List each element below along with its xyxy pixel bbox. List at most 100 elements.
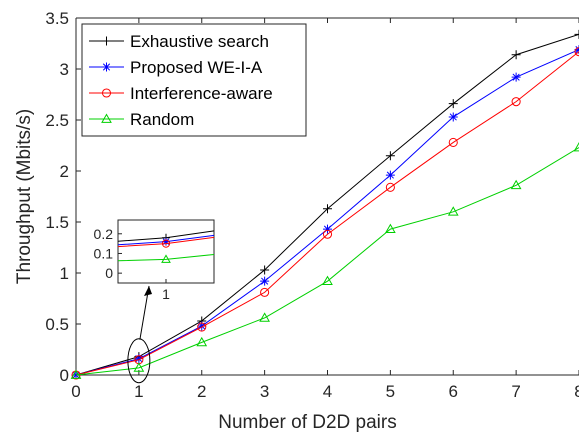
legend-label: Random bbox=[130, 110, 194, 129]
data-point bbox=[511, 72, 521, 82]
y-tick-label: 2 bbox=[60, 162, 69, 181]
data-point bbox=[574, 29, 579, 39]
data-point bbox=[260, 287, 270, 297]
marker-asterisk bbox=[162, 237, 170, 246]
inset-zoom: 0 0.1 0.2 1 bbox=[94, 219, 215, 302]
plot-area: 0 1 2 3 4 5 6 7 8 0 0.5 1 1.5 2 2.5 3 3.5 bbox=[45, 9, 579, 401]
marker-triangle bbox=[161, 254, 171, 263]
data-point bbox=[196, 336, 208, 347]
data-point bbox=[101, 88, 112, 98]
data-point bbox=[448, 112, 458, 122]
x-tick-label: 7 bbox=[511, 382, 520, 401]
marker-triangle bbox=[133, 362, 145, 372]
marker-triangle bbox=[510, 179, 522, 190]
data-point bbox=[197, 321, 207, 331]
inset-series-line bbox=[117, 236, 215, 248]
x-tick-label: 1 bbox=[134, 382, 143, 401]
data-point bbox=[102, 62, 111, 72]
y-tick-label: 3.5 bbox=[45, 9, 69, 28]
x-tick-label: 3 bbox=[260, 382, 269, 401]
inset-series bbox=[117, 236, 215, 248]
series-line bbox=[75, 51, 579, 376]
data-point bbox=[511, 50, 521, 60]
marker-circle bbox=[260, 287, 270, 297]
data-point bbox=[323, 224, 332, 234]
marker-asterisk bbox=[134, 354, 144, 364]
legend-entry: Exhaustive search bbox=[89, 32, 269, 51]
zoom-arrow-head bbox=[144, 286, 152, 296]
marker-asterisk bbox=[323, 224, 332, 234]
data-point bbox=[162, 237, 170, 246]
marker-triangle bbox=[70, 369, 82, 379]
data-point bbox=[260, 265, 270, 275]
marker-asterisk bbox=[260, 276, 270, 286]
data-point bbox=[102, 36, 111, 46]
data-point bbox=[259, 312, 270, 322]
marker-circle bbox=[101, 88, 112, 98]
data-point bbox=[511, 97, 521, 107]
data-point bbox=[134, 354, 144, 364]
marker-triangle bbox=[196, 336, 208, 347]
marker-plus bbox=[511, 50, 521, 60]
legend-entry: Random bbox=[89, 110, 194, 129]
marker-triangle bbox=[101, 113, 112, 123]
legend-label: Exhaustive search bbox=[130, 32, 269, 51]
x-axis-label: Number of D2D pairs bbox=[218, 412, 396, 433]
data-point bbox=[385, 223, 396, 234]
marker-circle bbox=[197, 322, 207, 332]
marker-asterisk bbox=[448, 112, 458, 122]
x-tick-label: 4 bbox=[323, 382, 332, 401]
marker-circle bbox=[322, 229, 333, 239]
data-point bbox=[161, 254, 171, 263]
marker-triangle bbox=[573, 142, 579, 152]
marker-plus bbox=[574, 29, 579, 39]
data-point bbox=[574, 47, 579, 57]
marker-circle bbox=[448, 137, 458, 147]
x-tick-label: 8 bbox=[574, 382, 579, 401]
inset-series bbox=[117, 234, 215, 246]
x-tick-label: 5 bbox=[386, 382, 395, 401]
data-point bbox=[133, 362, 145, 372]
y-axis-label: Throughput (Mbits/s) bbox=[14, 109, 35, 284]
y-tick-label: 1.5 bbox=[45, 213, 69, 232]
data-point bbox=[385, 151, 395, 161]
legend-entry: Interference-aware bbox=[89, 84, 273, 103]
data-point bbox=[573, 142, 579, 152]
y-tick-label: 3 bbox=[60, 60, 69, 79]
marker-plus bbox=[102, 36, 111, 46]
series-proposed-we-i-a bbox=[71, 45, 579, 380]
series-interference-aware bbox=[71, 47, 579, 380]
zoom-highlight-ellipse bbox=[127, 338, 151, 384]
data-point bbox=[323, 204, 332, 214]
data-point bbox=[385, 170, 395, 180]
marker-triangle bbox=[385, 223, 396, 234]
data-point bbox=[385, 182, 395, 192]
y-tick-label: 0.5 bbox=[45, 315, 69, 334]
data-point bbox=[448, 99, 458, 109]
inset-frame bbox=[117, 219, 215, 284]
data-point bbox=[197, 322, 207, 332]
marker-plus bbox=[448, 99, 458, 109]
marker-triangle bbox=[259, 312, 270, 322]
marker-circle bbox=[161, 239, 171, 248]
inset-y-tick-label: 0.2 bbox=[94, 226, 114, 242]
legend-entry: Proposed WE-I-A bbox=[89, 58, 263, 77]
data-point bbox=[322, 229, 333, 239]
inset-series bbox=[117, 253, 215, 263]
marker-circle bbox=[574, 47, 579, 57]
marker-plus bbox=[385, 151, 395, 161]
marker-plus bbox=[323, 204, 332, 214]
data-point bbox=[322, 275, 333, 286]
marker-plus bbox=[260, 265, 270, 275]
y-tick-label: 2.5 bbox=[45, 111, 69, 130]
data-point bbox=[70, 369, 82, 379]
legend-box bbox=[81, 23, 307, 137]
marker-triangle bbox=[447, 206, 459, 216]
marker-circle bbox=[385, 182, 395, 192]
data-point bbox=[161, 239, 171, 248]
data-point bbox=[447, 206, 459, 216]
inset-y-tick-label: 0.1 bbox=[94, 245, 114, 261]
marker-asterisk bbox=[511, 72, 521, 82]
data-point bbox=[260, 276, 270, 286]
